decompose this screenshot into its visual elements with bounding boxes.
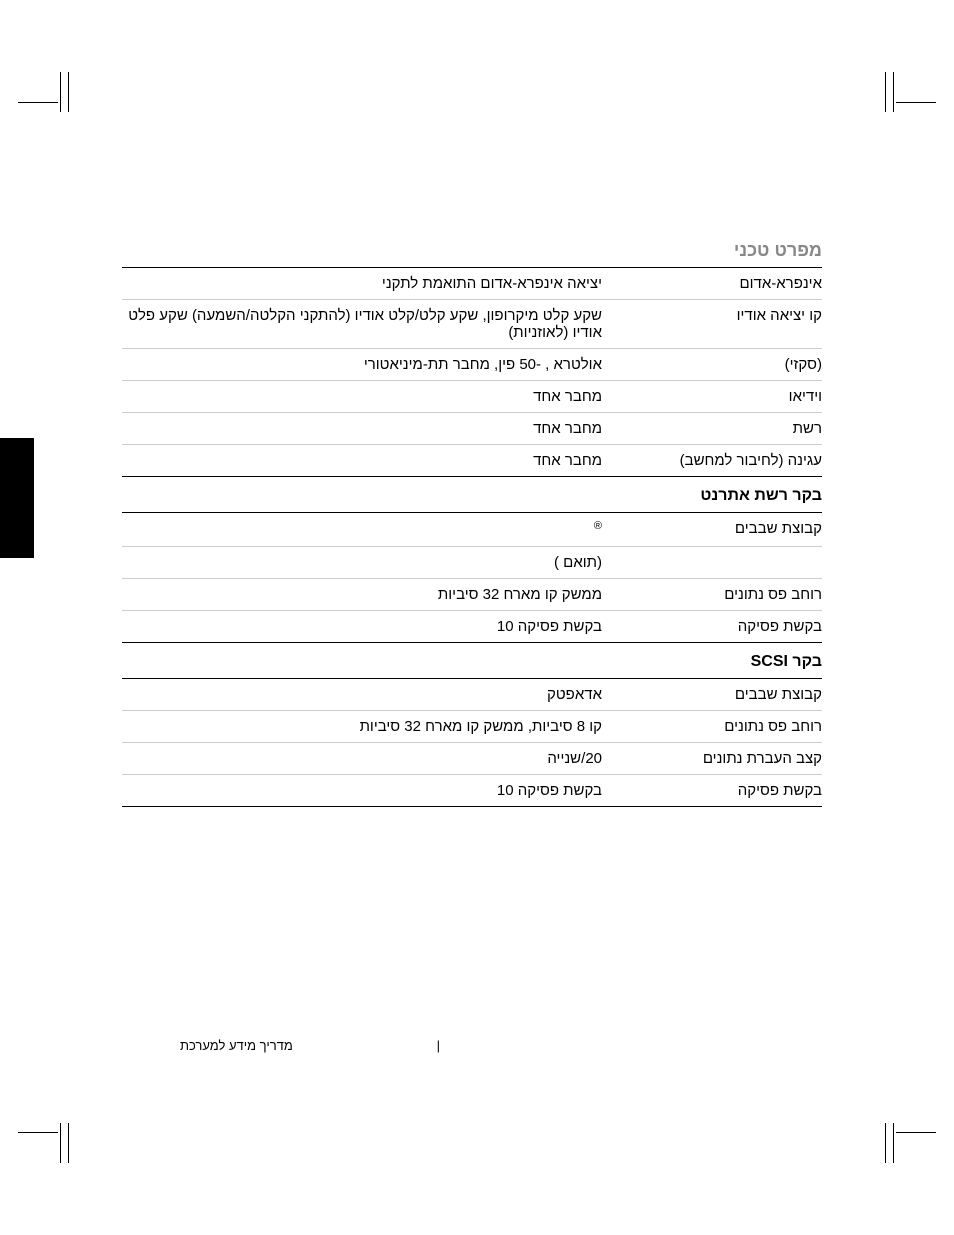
row-label: רוחב פס נתונים xyxy=(602,579,822,611)
row-value: אדאפטק xyxy=(122,679,602,711)
row-label: אינפרא-אדום xyxy=(602,268,822,300)
row-label: בקשת פסיקה xyxy=(602,611,822,643)
row-value: קו 8 סיביות, ממשק קו מארח 32 סיביות xyxy=(122,711,602,743)
row-label: קבוצת שבבים xyxy=(602,679,822,711)
registered-icon: ® xyxy=(594,520,602,532)
row-label: בקשת פסיקה xyxy=(602,775,822,807)
table-row: רוחב פס נתונים ממשק קו מארח 32 סיביות xyxy=(122,579,822,611)
table-row: רוחב פס נתונים קו 8 סיביות, ממשק קו מארח… xyxy=(122,711,822,743)
spec-table: אינפרא-אדום יציאה אינפרא-אדום התואמת לתק… xyxy=(122,268,822,807)
row-label: קו יציאה אודיו xyxy=(602,300,822,349)
table-row: אינפרא-אדום יציאה אינפרא-אדום התואמת לתק… xyxy=(122,268,822,300)
row-label: קצב העברת נתונים xyxy=(602,743,822,775)
table-row: וידיאו מחבר אחד xyxy=(122,381,822,413)
subsection-header: בקר SCSI xyxy=(122,643,822,679)
page-footer: | מדריך מידע למערכת xyxy=(180,1038,440,1053)
subsection-title: בקר רשת אתרנט xyxy=(122,477,822,513)
row-value: 20/שנייה xyxy=(122,743,602,775)
table-row: בקשת פסיקה בקשת פסיקה 10 xyxy=(122,775,822,807)
subsection-title: בקר SCSI xyxy=(122,643,822,679)
row-value: בקשת פסיקה 10 xyxy=(122,611,602,643)
page-content: מפרט טכני אינפרא-אדום יציאה אינפרא-אדום … xyxy=(122,240,822,807)
subsection-header: בקר רשת אתרנט xyxy=(122,477,822,513)
table-row: (תואם ) xyxy=(122,547,822,579)
footer-separator: | xyxy=(437,1038,440,1053)
row-value: ® xyxy=(122,513,602,547)
row-label: (סקזי) xyxy=(602,349,822,381)
table-row: קבוצת שבבים ® xyxy=(122,513,822,547)
row-label: רוחב פס נתונים xyxy=(602,711,822,743)
row-value: ממשק קו מארח 32 סיביות xyxy=(122,579,602,611)
row-value: מחבר אחד xyxy=(122,413,602,445)
section-title: מפרט טכני xyxy=(122,240,822,268)
row-value: מחבר אחד xyxy=(122,381,602,413)
row-value: בקשת פסיקה 10 xyxy=(122,775,602,807)
table-row: רשת מחבר אחד xyxy=(122,413,822,445)
table-row: (סקזי) אולטרא , -50 פין, מחבר תת-מיניאטו… xyxy=(122,349,822,381)
side-tab xyxy=(0,438,34,558)
table-row: עגינה (לחיבור למחשב) מחבר אחד xyxy=(122,445,822,477)
table-row: קו יציאה אודיו שקע קלט מיקרופון, שקע קלט… xyxy=(122,300,822,349)
table-row: קבוצת שבבים אדאפטק xyxy=(122,679,822,711)
row-label xyxy=(602,547,822,579)
row-label: וידיאו xyxy=(602,381,822,413)
row-value: (תואם ) xyxy=(122,547,602,579)
row-value: מחבר אחד xyxy=(122,445,602,477)
row-label: עגינה (לחיבור למחשב) xyxy=(602,445,822,477)
row-value: שקע קלט מיקרופון, שקע קלט/קלט אודיו (להת… xyxy=(122,300,602,349)
row-value: יציאה אינפרא-אדום התואמת לתקני xyxy=(122,268,602,300)
footer-text: מדריך מידע למערכת xyxy=(180,1038,293,1053)
row-label: קבוצת שבבים xyxy=(602,513,822,547)
row-label: רשת xyxy=(602,413,822,445)
table-row: בקשת פסיקה בקשת פסיקה 10 xyxy=(122,611,822,643)
row-value: אולטרא , -50 פין, מחבר תת-מיניאטורי xyxy=(122,349,602,381)
table-row: קצב העברת נתונים 20/שנייה xyxy=(122,743,822,775)
